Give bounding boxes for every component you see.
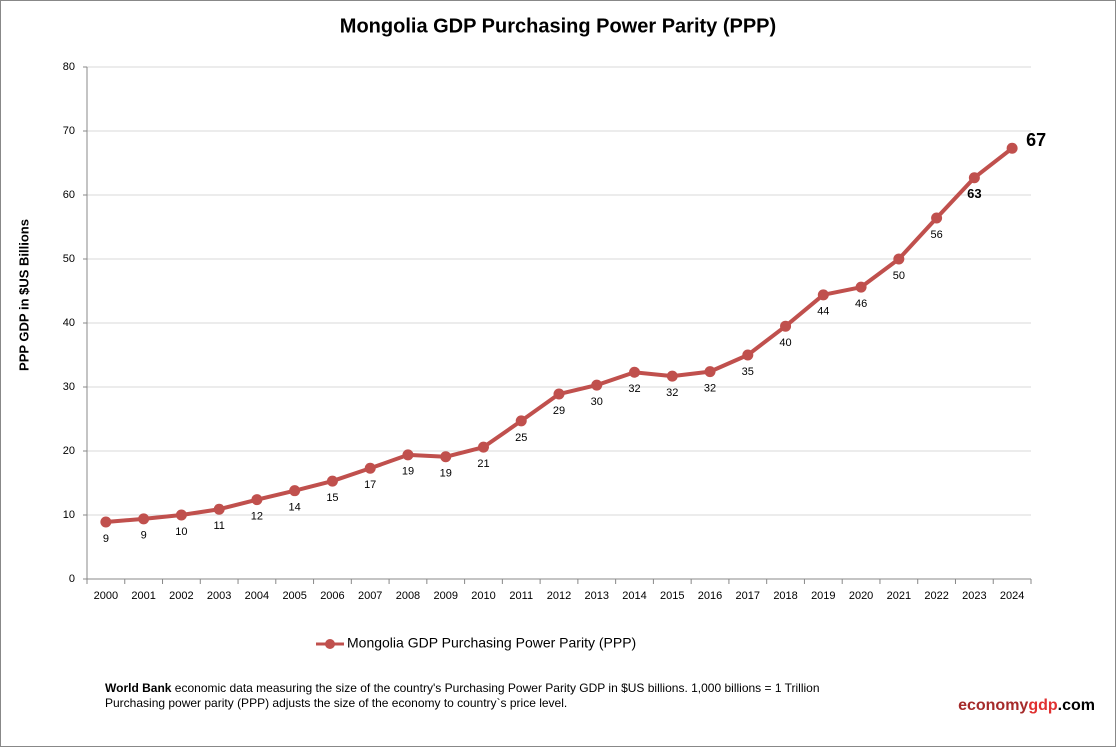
x-tick-label: 2011	[509, 590, 533, 602]
x-tick-label: 2016	[698, 590, 722, 602]
x-tick-label: 2000	[94, 590, 118, 602]
x-tick-label: 2003	[207, 590, 231, 602]
x-tick-label: 2015	[660, 590, 684, 602]
data-point	[931, 212, 943, 224]
y-tick-label: 40	[63, 317, 75, 329]
x-tick-label: 2014	[622, 590, 646, 602]
data-point	[515, 415, 527, 427]
brand: economygdp.com	[958, 697, 1095, 714]
x-tick-label: 2020	[849, 590, 873, 602]
brand-part: gdp	[1028, 697, 1058, 714]
data-point	[629, 366, 641, 378]
data-point	[968, 172, 980, 184]
data-label: 46	[855, 298, 867, 310]
footnote-line: World Bank economic data measuring the s…	[105, 681, 820, 695]
data-point	[817, 289, 829, 301]
y-tick-label: 70	[63, 125, 75, 137]
x-tick-label: 2008	[396, 590, 420, 602]
data-label: 30	[591, 396, 603, 408]
legend-label: Mongolia GDP Purchasing Power Parity (PP…	[347, 635, 636, 651]
data-point	[704, 366, 716, 378]
x-tick-label: 2019	[811, 590, 835, 602]
y-axis-label: PPP GDP in $US Billions	[16, 219, 31, 371]
data-point	[553, 388, 565, 400]
data-label: 9	[103, 533, 109, 545]
data-point	[326, 475, 338, 487]
x-tick-label: 2009	[433, 590, 457, 602]
data-label: 9	[141, 530, 147, 542]
y-tick-label: 30	[63, 381, 75, 393]
data-label: 14	[289, 502, 301, 514]
footnote-source: World Bank	[105, 681, 172, 695]
data-point	[138, 513, 150, 525]
x-tick-label: 2004	[245, 590, 269, 602]
data-label: 50	[893, 270, 905, 282]
x-tick-label: 2001	[131, 590, 155, 602]
data-label: 32	[704, 383, 716, 395]
data-label: 10	[175, 526, 187, 538]
x-tick-label: 2017	[736, 590, 760, 602]
data-point	[1006, 142, 1018, 154]
y-tick-label: 60	[63, 189, 75, 201]
y-tick-label: 10	[63, 509, 75, 521]
x-tick-label: 2018	[773, 590, 797, 602]
y-tick-label: 50	[63, 253, 75, 265]
data-label: 40	[779, 337, 791, 349]
x-tick-label: 2005	[282, 590, 306, 602]
data-point	[440, 451, 452, 463]
data-point	[742, 349, 754, 361]
data-label: 32	[666, 387, 678, 399]
x-tick-label: 2006	[320, 590, 344, 602]
data-label: 35	[742, 366, 754, 378]
data-point	[477, 441, 489, 453]
data-point	[893, 253, 905, 265]
x-tick-label: 2023	[962, 590, 986, 602]
chart-title: Mongolia GDP Purchasing Power Parity (PP…	[340, 15, 776, 37]
data-label: 32	[628, 383, 640, 395]
x-tick-label: 2024	[1000, 590, 1024, 602]
footnote-line: Purchasing power parity (PPP) adjusts th…	[105, 696, 567, 710]
data-label: 17	[364, 479, 376, 491]
brand-part: .com	[1058, 697, 1095, 714]
data-label: 15	[326, 492, 338, 504]
data-point	[364, 462, 376, 474]
data-point	[251, 494, 263, 506]
x-tick-label: 2021	[887, 590, 911, 602]
data-label: 12	[251, 511, 263, 523]
data-point	[213, 503, 225, 515]
y-tick-label: 80	[63, 61, 75, 73]
data-label: 11	[213, 520, 224, 532]
data-point	[855, 281, 867, 293]
data-point	[100, 516, 112, 528]
x-tick-label: 2002	[169, 590, 193, 602]
data-point	[591, 379, 603, 391]
data-label: 19	[402, 466, 414, 478]
footnote-text: economic data measuring the size of the …	[175, 681, 820, 695]
data-point	[666, 370, 678, 382]
x-tick-label: 2010	[471, 590, 495, 602]
data-point	[289, 485, 301, 497]
data-point	[402, 449, 414, 461]
data-label: 63	[967, 186, 981, 201]
x-tick-label: 2013	[585, 590, 609, 602]
brand-part: economy	[958, 697, 1028, 714]
data-label: 44	[817, 306, 829, 318]
x-tick-label: 2012	[547, 590, 571, 602]
data-label: 21	[477, 458, 489, 470]
data-label: 56	[930, 229, 942, 241]
data-label: 19	[440, 468, 452, 480]
legend-marker	[325, 639, 335, 649]
x-tick-label: 2022	[924, 590, 948, 602]
data-label: 67	[1026, 130, 1046, 150]
y-tick-label: 0	[69, 573, 75, 585]
data-point	[780, 320, 792, 332]
y-tick-label: 20	[63, 445, 75, 457]
data-label: 25	[515, 432, 527, 444]
data-point	[175, 509, 187, 521]
x-tick-label: 2007	[358, 590, 382, 602]
data-label: 29	[553, 405, 565, 417]
